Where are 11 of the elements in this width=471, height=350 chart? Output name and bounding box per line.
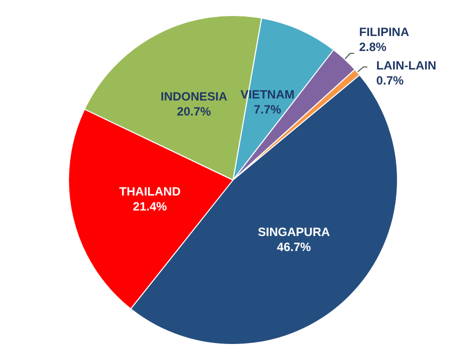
- data-label: 21.4%: [132, 200, 168, 214]
- slice-label: FILIPINA: [359, 24, 410, 39]
- slice-label: THAILAND: [119, 184, 181, 199]
- data-label: 0.7%: [376, 73, 404, 88]
- slice-label: LAIN-LAIN: [376, 58, 436, 72]
- slice-label: SINGAPURA: [258, 225, 330, 240]
- slice-label: INDONESIA: [160, 90, 228, 104]
- data-label: 46.7%: [276, 240, 312, 254]
- data-label: 20.7%: [176, 104, 212, 119]
- data-label: 2.8%: [359, 40, 387, 54]
- data-label: 7.7%: [254, 102, 282, 117]
